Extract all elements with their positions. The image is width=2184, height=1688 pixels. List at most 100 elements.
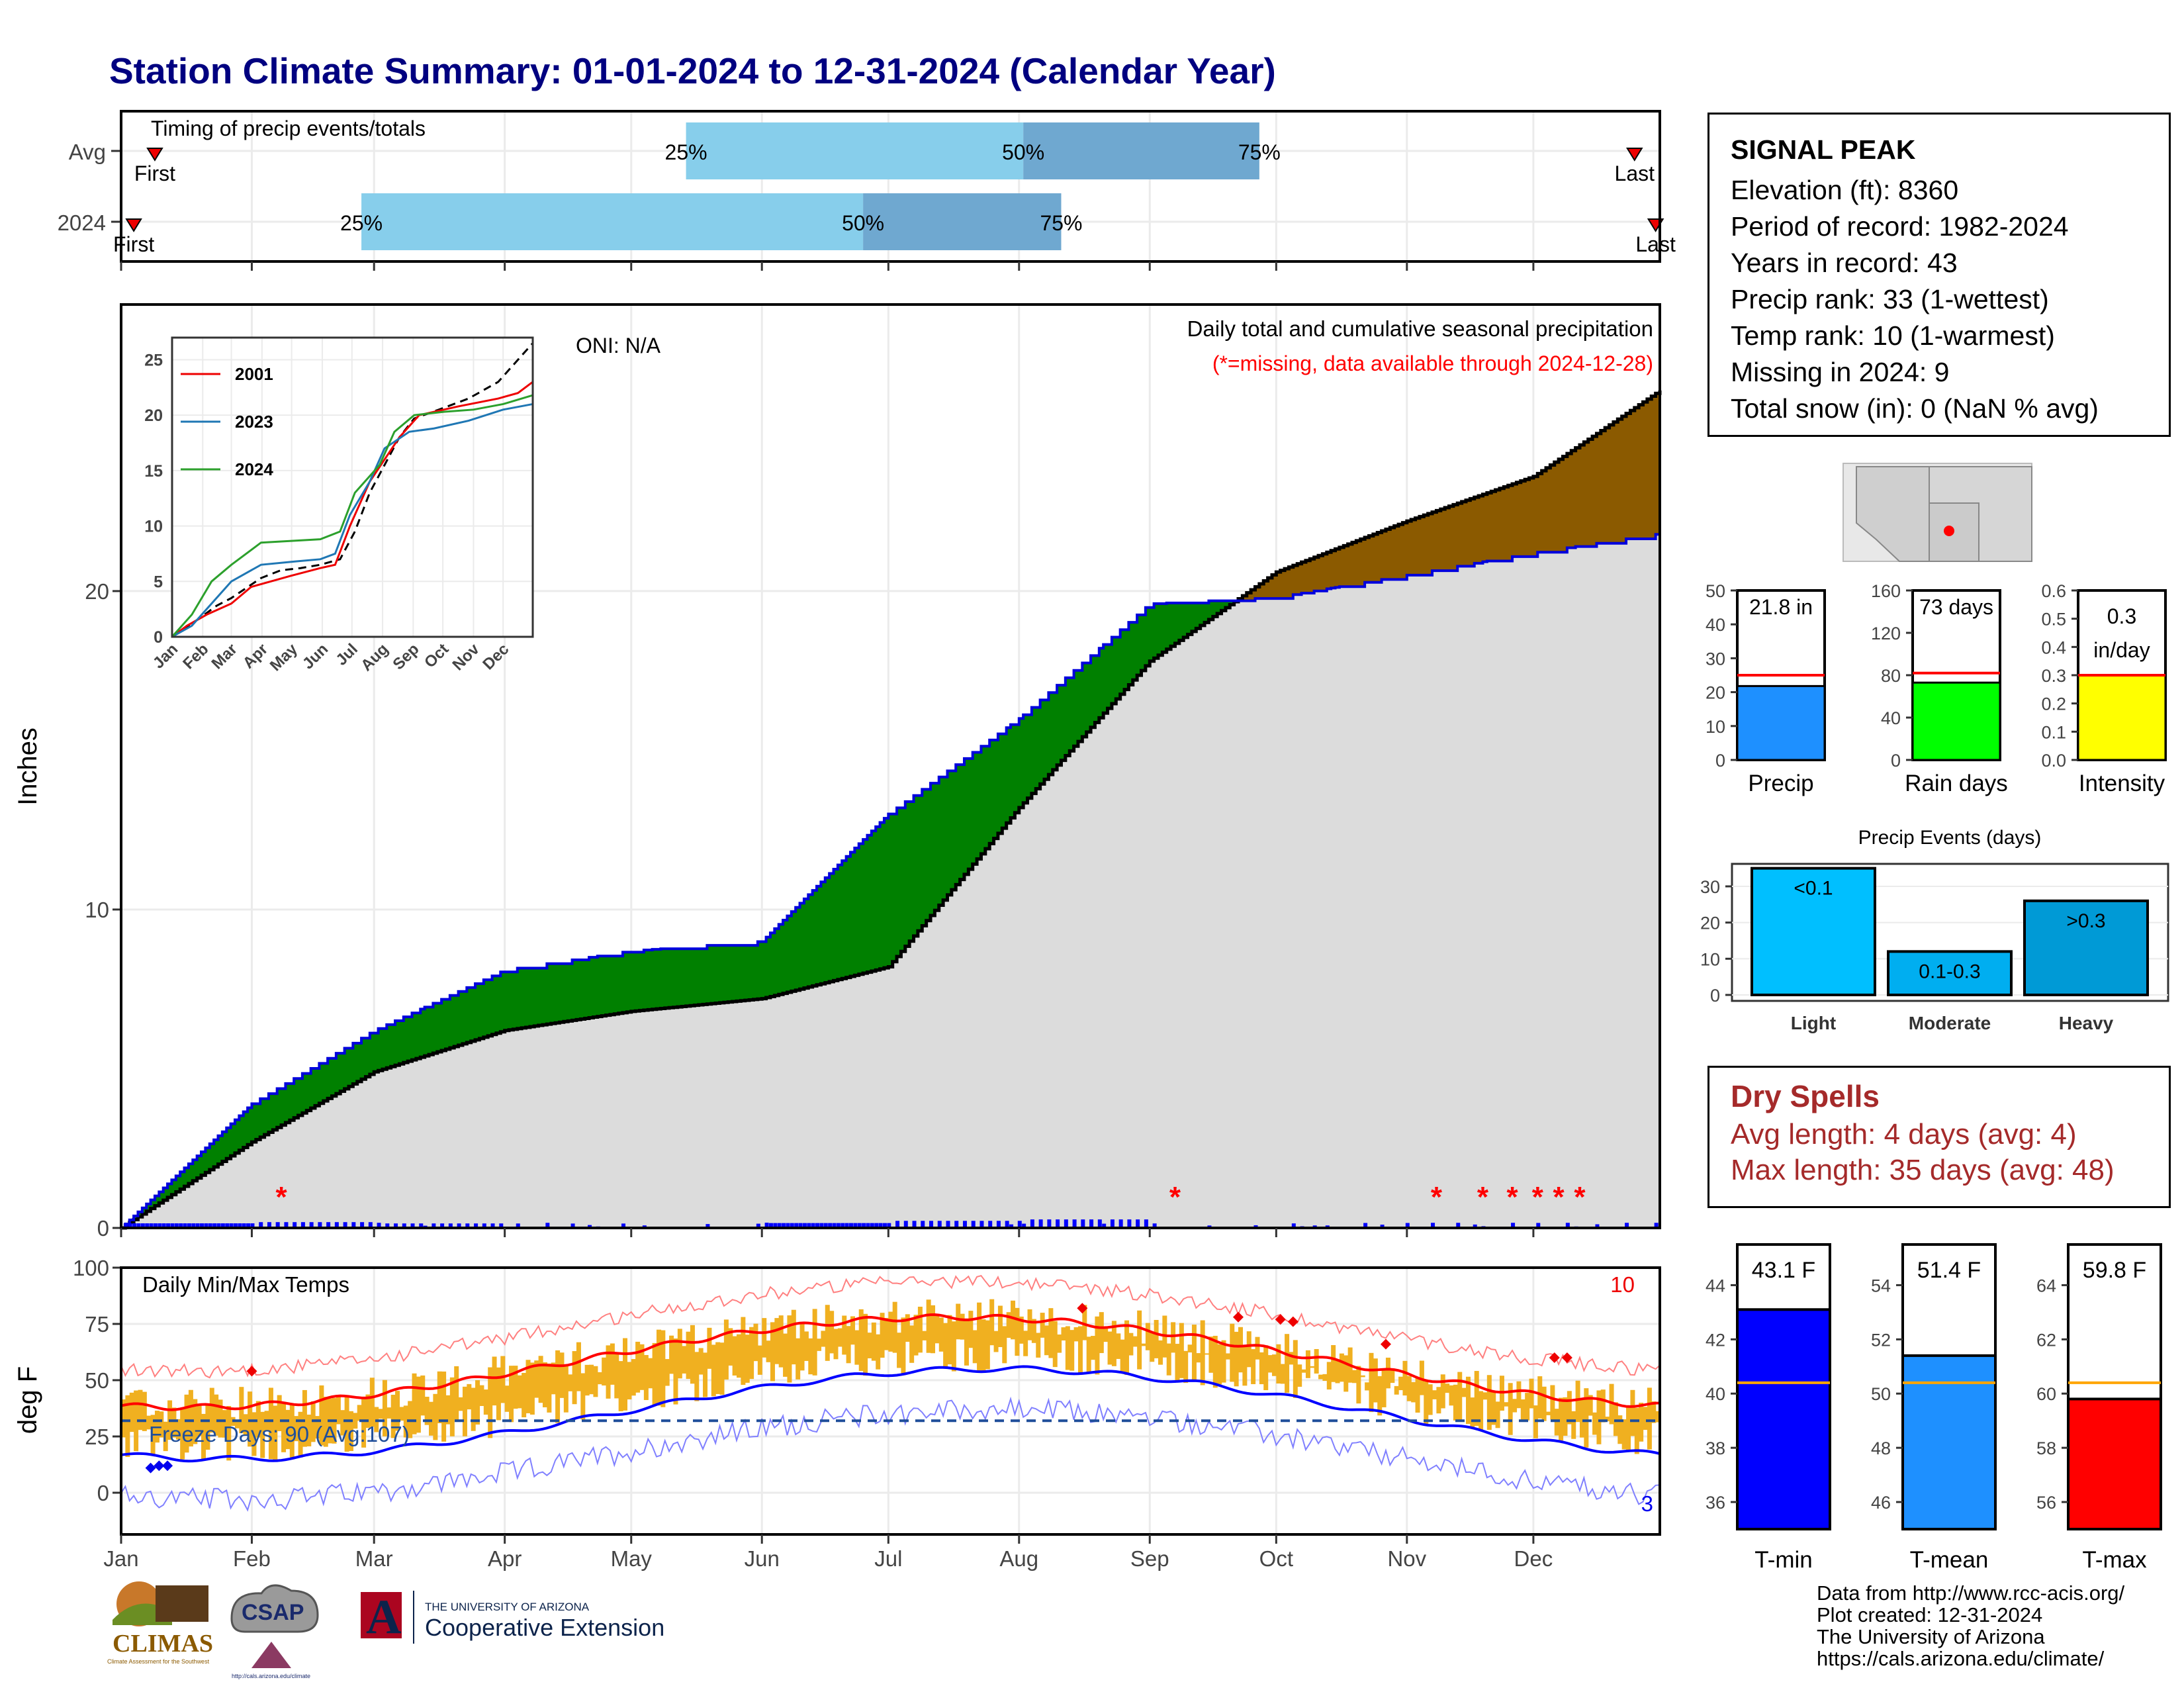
daily-temp-range-bar [703, 1352, 708, 1397]
inset-frame [171, 336, 534, 638]
daily-temp-range-bar [817, 1338, 822, 1351]
daily-temp-range-bar [563, 1365, 569, 1413]
daily-temp-range-bar [1259, 1352, 1264, 1385]
station-info-box: SIGNAL PEAK Elevation (ft): 8360 Period … [1707, 113, 2171, 437]
daily-temp-range-bar [1120, 1339, 1125, 1372]
daily-temp-range-bar [867, 1333, 872, 1358]
daily-precip-bar [844, 1223, 849, 1228]
daily-temp-range-bar [1212, 1335, 1218, 1388]
daily-precip-bar [870, 1223, 874, 1228]
daily-temp-range-bar [479, 1385, 484, 1406]
daily-temp-range-bar [348, 1411, 353, 1452]
daily-temp-range-bar [854, 1330, 860, 1365]
daily-precip-bar [250, 1223, 255, 1228]
daily-temp-range-bar [1132, 1336, 1138, 1347]
daily-temp-range-bar [239, 1387, 244, 1434]
daily-precip-bar [136, 1223, 141, 1228]
inset-legend-label: 2024 [235, 459, 273, 479]
daily-temp-range-bar [1381, 1370, 1387, 1407]
daily-precip-bar [621, 1223, 626, 1228]
station-missing: Missing in 2024: 9 [1731, 357, 1950, 387]
first-event-label: First [113, 232, 154, 256]
daily-temp-range-bar [281, 1402, 287, 1452]
daily-precip-bar [912, 1221, 917, 1228]
daily-precip-bar [807, 1223, 811, 1228]
footer-data-source: Data from http://www.rcc-acis.org/ [1817, 1581, 2125, 1605]
timing-p50-label: 50% [1002, 140, 1044, 164]
daily-temp-range-bar [1571, 1411, 1576, 1439]
daily-temp-range-bar [336, 1395, 341, 1425]
daily-temp-range-bar [660, 1330, 666, 1407]
daily-temp-range-bar [1246, 1331, 1251, 1368]
daily-temp-range-bar [956, 1303, 961, 1340]
station-name: SIGNAL PEAK [1731, 134, 1916, 165]
daily-temp-range-bar [1208, 1336, 1214, 1373]
daily-precip-bar [1072, 1219, 1077, 1228]
daily-precip-bar [887, 1223, 891, 1228]
daily-temp-range-bar [1086, 1336, 1091, 1373]
daily-temp-range-bar [1373, 1358, 1378, 1403]
daily-temp-range-bar [1267, 1355, 1273, 1373]
daily-temp-range-bar [517, 1375, 522, 1409]
daily-precip-bar [1380, 1225, 1385, 1228]
daily-temp-range-bar [901, 1317, 906, 1374]
daily-temp-range-bar [1251, 1349, 1256, 1384]
daily-precip-bar [773, 1223, 778, 1228]
temp-bar-value [1736, 1308, 1831, 1531]
average-max-temp-line [120, 1313, 1661, 1411]
timing-p25-label: 25% [340, 211, 383, 235]
daily-temp-range-bar [972, 1330, 978, 1364]
daily-temp-range-bar [1453, 1384, 1458, 1421]
daily-precip-bar [1030, 1219, 1034, 1228]
daily-precip-bar [300, 1222, 305, 1228]
daily-temp-range-bar [905, 1314, 910, 1342]
daily-temp-range-bar [791, 1309, 796, 1365]
daily-precip-bar [1089, 1219, 1094, 1228]
daily-temp-range-bar [1592, 1412, 1598, 1435]
y-tick-label: 25 [85, 1425, 109, 1449]
daily-temp-range-bar [1048, 1308, 1054, 1358]
summary-bar-charts: 0 10 20 30 40 50 21.8 in Precip 0 40 80 120 160 73 da… [1706, 581, 2167, 796]
daily-temp-range-bar [938, 1317, 944, 1352]
timing-bar-50-75 [863, 193, 1062, 250]
daily-temp-range-bar [888, 1311, 893, 1352]
daily-temp-range-bar [1036, 1333, 1041, 1358]
events-bar [1887, 950, 2013, 997]
footer-url: https://cals.arizona.edu/climate/ [1817, 1647, 2105, 1670]
inset-line-2001 [171, 381, 533, 638]
daily-temp-range-bar [884, 1317, 889, 1350]
daily-temp-range-bar [504, 1385, 510, 1412]
daily-temp-range-bar [757, 1345, 762, 1375]
daily-temp-range-bar [243, 1414, 248, 1436]
daily-temp-range-bar [796, 1338, 801, 1380]
daily-precip-bar [836, 1223, 841, 1228]
daily-temp-range-bar [968, 1311, 974, 1348]
daily-precip-bar [474, 1223, 478, 1228]
daily-temp-range-bar [1305, 1350, 1310, 1378]
daily-temp-range-bar [698, 1348, 704, 1375]
daily-precip-bar [284, 1222, 289, 1228]
daily-precip-bar [195, 1223, 200, 1228]
daily-temp-range-bar [1630, 1389, 1635, 1436]
daily-temp-range-bar [277, 1395, 282, 1432]
mini-bar-value-text: 0.3 [2107, 604, 2136, 628]
daily-temp-range-bar [778, 1315, 784, 1368]
daily-temp-range-bar [150, 1415, 156, 1454]
daily-temp-range-bar [129, 1392, 134, 1432]
daily-temp-range-bar [656, 1329, 661, 1406]
daily-temp-range-bar [737, 1334, 741, 1378]
daily-temp-range-bar [1457, 1372, 1463, 1421]
daily-temp-range-bar [1504, 1402, 1509, 1407]
daily-temp-range-bar [1128, 1333, 1134, 1356]
daily-precip-bar [1097, 1219, 1102, 1228]
daily-temp-range-bar [175, 1419, 181, 1440]
daily-temp-range-bar [1310, 1366, 1315, 1368]
daily-temp-range-bar [534, 1360, 539, 1398]
daily-precip-bar [962, 1221, 967, 1228]
month-tick-label: Sep [1130, 1546, 1169, 1571]
daily-precip-bar [448, 1223, 453, 1228]
daily-precip-bar [857, 1223, 862, 1228]
footer-plot-created: Plot created: 12-31-2024 [1817, 1603, 2043, 1626]
daily-temp-range-bar [424, 1397, 430, 1425]
